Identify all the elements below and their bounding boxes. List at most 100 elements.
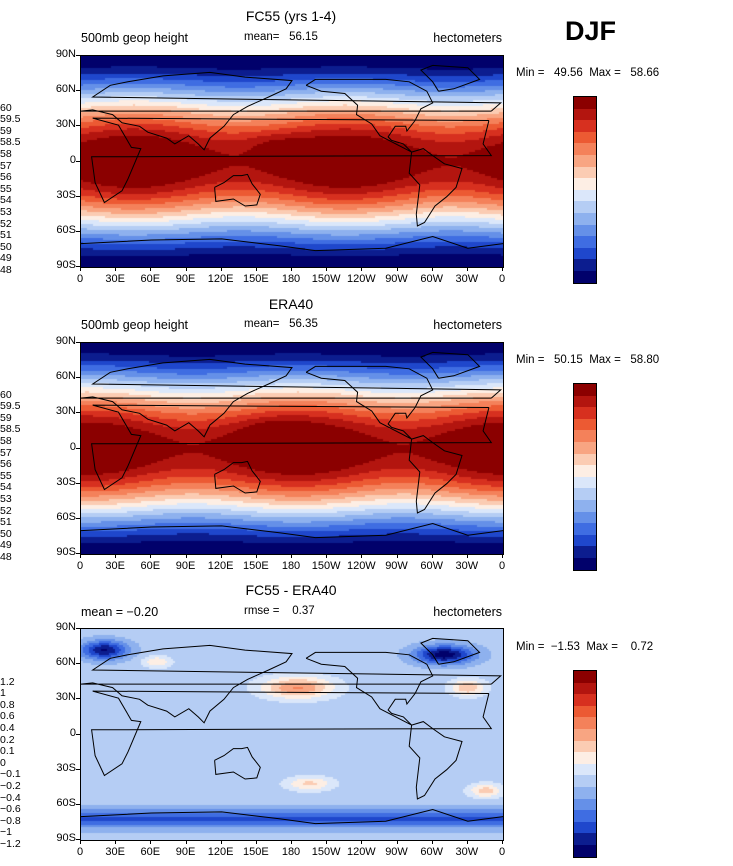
lon-tick-mark — [255, 267, 257, 271]
colorbar-label: −0.1 — [0, 768, 21, 781]
coastline-7 — [81, 522, 503, 539]
lat-tick-label: 30N — [55, 118, 76, 131]
colorbar-label: 54 — [0, 481, 12, 494]
lat-tick-mark — [76, 412, 80, 414]
colorbar-label: 55 — [0, 469, 12, 482]
colorbar-swatch — [574, 557, 596, 570]
colorbar-swatch — [574, 728, 596, 741]
lat-tick-mark — [76, 447, 80, 449]
colorbar-swatch — [574, 97, 596, 109]
lat-tick-mark — [76, 342, 80, 343]
lat-tick-label: 60N — [55, 83, 76, 96]
colorbar-swatch — [574, 189, 596, 202]
coastline-3 — [214, 173, 261, 207]
lat-tick-mark — [76, 768, 80, 770]
colorbar-1 — [573, 96, 597, 284]
lat-tick-label: 30N — [55, 405, 76, 418]
lon-tick-mark — [185, 554, 187, 558]
colorbar-label: 0.8 — [0, 698, 15, 711]
lon-tick-label: 90W — [385, 846, 408, 858]
colorbar-label: −1 — [0, 826, 12, 839]
lon-tick-label: 90W — [385, 273, 408, 285]
lon-tick-label: 180 — [281, 273, 301, 285]
colorbar-swatch — [574, 798, 596, 811]
lon-tick-label: 90E — [175, 560, 196, 572]
colorbar-swatch — [574, 166, 596, 179]
lon-tick-label: 90E — [175, 273, 196, 285]
lon-tick-label: 60W — [420, 560, 443, 572]
lon-tick-label: 150E — [242, 273, 269, 285]
lon-tick-mark — [431, 840, 433, 844]
colorbar-label: 59 — [0, 124, 12, 137]
colorbar-swatch — [574, 740, 596, 753]
lon-tick-label: 150E — [242, 560, 269, 572]
lon-tick-mark — [255, 840, 257, 844]
colorbar-swatch — [574, 430, 596, 442]
lon-tick-mark — [396, 554, 398, 558]
lon-tick-label: 0 — [498, 273, 506, 285]
lon-tick-label: 60W — [420, 846, 443, 858]
lon-tick-label: 90E — [175, 846, 196, 858]
colorbar-swatch — [574, 154, 596, 167]
colorbar-label: 60 — [0, 388, 12, 401]
lat-tick-mark — [76, 803, 80, 805]
colorbar-swatch — [574, 534, 596, 547]
coastline-2 — [81, 71, 503, 151]
lon-tick-label: 120W — [346, 846, 376, 858]
colorbar-swatch — [574, 407, 596, 419]
colorbar-swatch — [574, 763, 596, 776]
lon-tick-label: 90W — [385, 560, 408, 572]
coastline-5 — [408, 721, 463, 800]
lon-tick-mark — [502, 840, 503, 844]
colorbar-swatch — [574, 465, 596, 477]
lon-tick-mark — [80, 267, 81, 271]
lon-tick-label: 120W — [346, 560, 376, 572]
colorbar-swatch — [574, 453, 596, 466]
colorbar-swatch — [574, 236, 596, 248]
colorbar-label: 49 — [0, 539, 12, 552]
colorbar-label: 57 — [0, 446, 12, 459]
lon-tick-label: 0 — [76, 560, 84, 572]
lon-tick-mark — [150, 840, 152, 844]
lat-tick-label: 60N — [55, 656, 76, 669]
lat-tick-label: 30S — [56, 188, 76, 201]
lon-tick-mark — [361, 267, 363, 271]
colorbar-swatch — [574, 259, 596, 271]
season-label: DJF — [565, 16, 617, 46]
colorbar-label: 48 — [0, 551, 12, 563]
colorbar-label: 59 — [0, 411, 12, 424]
colorbar-label: 58 — [0, 148, 12, 160]
coastline-7 — [81, 808, 503, 825]
panel-minmax: Min = 49.56 Max = 58.66 — [516, 67, 660, 79]
lon-tick-mark — [220, 554, 222, 558]
coastline-3 — [214, 460, 261, 494]
colorbar-swatch — [574, 546, 596, 558]
lon-tick-label: 150E — [242, 846, 269, 858]
lon-tick-mark — [291, 840, 292, 844]
lat-tick-label: 30S — [56, 761, 76, 774]
colorbar-label: 54 — [0, 194, 12, 207]
colorbar-label: 48 — [0, 264, 12, 276]
colorbar-swatch — [574, 395, 596, 408]
coastline-4 — [305, 651, 434, 726]
lon-tick-mark — [431, 554, 433, 558]
colorbar-label: 60 — [0, 101, 12, 114]
map-panel-3 — [80, 628, 504, 841]
colorbar-label: 58 — [0, 435, 12, 447]
lon-tick-mark — [361, 554, 363, 558]
lat-tick-label: 90N — [55, 621, 76, 633]
lat-tick-mark — [76, 195, 80, 197]
lat-tick-label: 60S — [56, 223, 76, 236]
colorbar-label: −0.8 — [0, 814, 21, 827]
coastlines — [81, 64, 503, 252]
colorbar-label: 52 — [0, 504, 12, 517]
lat-tick-mark — [76, 160, 80, 162]
colorbar-2 — [573, 383, 597, 571]
coastline-5 — [408, 148, 463, 227]
colorbar-swatch — [574, 694, 596, 706]
lat-tick-label: 0 — [69, 440, 76, 453]
colorbar-label: 57 — [0, 159, 12, 172]
lon-tick-label: 60E — [140, 846, 161, 858]
colorbar-label: 1 — [0, 687, 6, 700]
colorbar-swatch — [574, 212, 596, 225]
